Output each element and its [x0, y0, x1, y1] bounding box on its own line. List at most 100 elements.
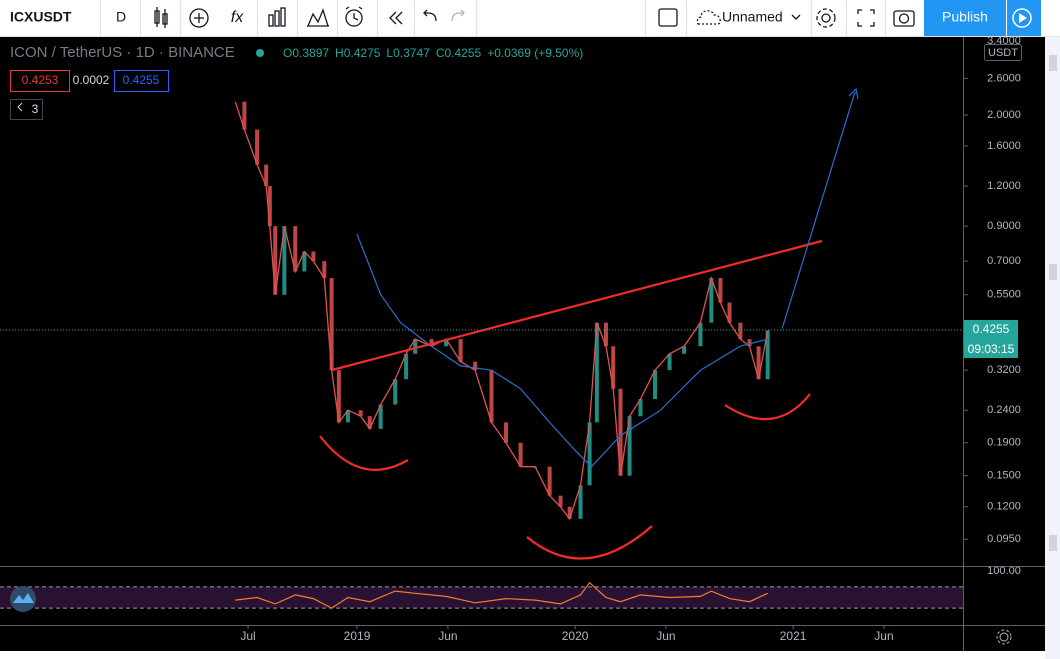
candle [587, 422, 592, 486]
financials-button[interactable] [268, 7, 286, 27]
candle [413, 339, 418, 354]
y-tick-label: 0.1200 [987, 501, 1021, 513]
candle [653, 370, 658, 400]
candle [358, 410, 363, 417]
target-arrow [781, 91, 856, 330]
layout-name[interactable]: Unnamed [722, 9, 783, 25]
candle [302, 251, 307, 272]
indicators-toggle[interactable] [10, 99, 43, 120]
candle [345, 410, 350, 423]
candle [329, 278, 334, 371]
countdown: 09:03:15 [968, 342, 1015, 356]
chart-background [0, 37, 1045, 651]
candle [393, 379, 398, 405]
candle [558, 495, 563, 507]
currency-box[interactable] [984, 44, 1022, 61]
y-tick-label: 1.6000 [987, 140, 1021, 152]
candle [738, 322, 743, 340]
y-tick-label: 1.2000 [987, 180, 1021, 192]
candle [293, 226, 298, 272]
toolbar-icons: fx [154, 0, 915, 36]
candle [264, 164, 269, 187]
head-arc [526, 525, 653, 560]
candle [756, 346, 761, 380]
settings-button[interactable] [816, 8, 836, 28]
market-status [256, 49, 264, 57]
y-tick-label: 0.7000 [987, 255, 1021, 267]
y-tick-label: 2.6000 [987, 72, 1021, 84]
indicators-add-button[interactable] [189, 8, 209, 28]
candle [518, 442, 523, 467]
x-tick-label: Jun [438, 629, 457, 643]
publish-button[interactable] [924, 0, 1006, 36]
candle [336, 370, 341, 423]
candle [273, 226, 278, 295]
ask-box[interactable] [114, 70, 169, 92]
toolbar [0, 0, 1060, 36]
currency: USDT [988, 47, 1018, 59]
candle [282, 226, 287, 295]
candle [404, 353, 409, 380]
candle [322, 261, 327, 279]
undo-button[interactable] [423, 9, 437, 22]
sidebar-button[interactable] [1049, 535, 1057, 551]
indicators-button[interactable]: fx [231, 9, 244, 26]
candle [627, 416, 632, 476]
x-tick-label: Jun [656, 629, 675, 643]
candle [242, 101, 247, 130]
logo [10, 586, 36, 612]
bid: 0.4253 [22, 73, 59, 87]
price-line [234, 101, 769, 521]
candle [603, 322, 608, 347]
ohlc-value: O0.3897 [283, 46, 329, 60]
spread: 0.0002 [73, 73, 110, 87]
candle [578, 485, 583, 519]
last-price: 0.4255 [973, 322, 1010, 336]
ohlc-value: L0.3747 [386, 46, 430, 60]
candle [698, 322, 703, 347]
redo-button[interactable] [451, 9, 465, 22]
y-tick-label: 0.3200 [987, 364, 1021, 376]
rsi-top-label: 100.00 [987, 565, 1021, 577]
candle [504, 422, 509, 443]
replay-button[interactable] [389, 11, 403, 25]
candle [638, 399, 643, 417]
candle [267, 186, 272, 227]
bid-box[interactable] [10, 70, 70, 92]
snapshot-button[interactable] [893, 10, 915, 27]
ohlc-value: C0.4255 [436, 46, 482, 60]
moving-average [356, 233, 768, 468]
interval[interactable]: D [116, 9, 126, 25]
bottom-strip [0, 651, 1045, 659]
rsi-line [235, 581, 768, 609]
time-settings-button[interactable] [996, 629, 1012, 645]
last-price-box [964, 320, 1018, 358]
x-tick-label: Jul [240, 629, 255, 643]
candle [611, 346, 616, 389]
y-tick-label: 0.5500 [987, 289, 1021, 301]
publish-label[interactable]: Publish [942, 9, 988, 25]
layout-chevron[interactable] [791, 14, 801, 20]
candle [473, 361, 478, 371]
y-tick-label: 2.0000 [987, 109, 1021, 121]
left-shoulder-arc [319, 435, 409, 471]
templates-button[interactable] [307, 8, 329, 27]
candle [458, 339, 463, 362]
arrow-head [848, 87, 859, 100]
candle [682, 346, 687, 354]
x-tick-label: 2019 [344, 629, 371, 643]
candle [311, 251, 316, 262]
symbol[interactable]: ICXUSDT [10, 9, 72, 25]
toggle-chevron [17, 102, 23, 112]
y-tick-label: 0.2400 [987, 404, 1021, 416]
select-checkbox[interactable] [658, 8, 678, 27]
chart-type-button[interactable] [154, 7, 168, 28]
x-tick-label: Jun [874, 629, 893, 643]
rsi-band [0, 586, 963, 609]
fullscreen-button[interactable] [857, 9, 875, 27]
sidebar-button[interactable] [1049, 55, 1057, 71]
alert-button[interactable] [345, 6, 363, 27]
ohlc-value: H0.4275 [335, 46, 381, 60]
sidebar-button[interactable] [1049, 264, 1057, 280]
